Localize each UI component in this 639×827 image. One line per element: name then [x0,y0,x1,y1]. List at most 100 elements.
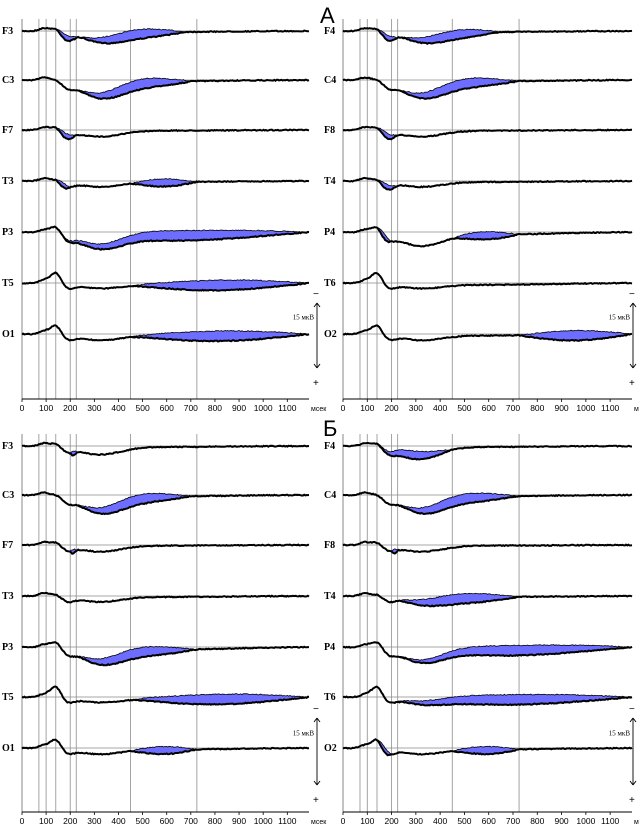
x-tick-label: 500 [457,816,471,826]
difference-shading [398,593,519,607]
difference-shading [377,180,396,190]
x-tick-label: 0 [20,816,25,826]
calibration-arrow-top [316,717,321,723]
x-tick-label: 900 [232,403,246,413]
x-tick-label: 700 [506,816,520,826]
calibration-arrow-top [632,302,637,308]
channel-label-P3: P3 [2,227,13,238]
x-tick-label: 400 [111,403,125,413]
trace-thick [21,591,310,604]
panel-label-A: А [320,3,335,28]
x-tick-label: 900 [232,816,246,826]
trace-thick [21,491,310,516]
calibration-arrow-top [629,717,634,723]
channel-label-F7: F7 [2,540,13,551]
trace-thick [21,738,310,756]
calibration-arrow-bottom [316,780,321,786]
difference-shading [398,644,632,664]
channel-label-T4: T4 [324,591,336,602]
difference-shading [56,228,310,250]
trace-thin [21,442,310,456]
trace-thin [21,226,310,245]
x-tick-label: 700 [506,403,520,413]
x-tick-label: 400 [433,403,447,413]
calibration-arrow-bottom [629,780,634,786]
difference-shading [402,29,501,44]
x-tick-label: 900 [554,816,568,826]
channel-label-F4: F4 [324,26,335,37]
x-tick-label: 300 [87,816,101,826]
channel-label-O1: O1 [2,743,15,754]
x-tick-label: 800 [530,403,544,413]
x-tick-label: 200 [63,816,77,826]
difference-shading [56,179,70,189]
calibration-label: 15 мкВ [609,730,631,738]
channel-label-T5: T5 [2,692,14,703]
x-tick-label: 1100 [278,816,297,826]
trace-thick [342,76,633,100]
x-tick-label: 100 [360,403,374,413]
calibration-arrow-bottom [629,363,634,369]
x-tick-label: 300 [409,816,423,826]
channel-label-C4: C4 [324,490,336,501]
channel-label-P3: P3 [2,642,13,653]
calibration-plus: + [629,378,635,389]
x-tick-label: 0 [20,403,25,413]
calibration-arrow-bottom [316,363,321,369]
x-tick-label: 1100 [601,403,620,413]
channel-label-T5: T5 [2,278,14,289]
trace-thick [343,442,632,461]
channel-label-C3: C3 [2,490,14,501]
trace-thick [21,125,310,141]
x-tick-label: 600 [482,816,496,826]
channel-label-O2: O2 [324,743,337,754]
calibration-minus: − [313,289,319,300]
trace-thick [342,226,633,248]
difference-shading [130,693,309,705]
channel-label-T3: T3 [2,176,14,187]
channel-label-T6: T6 [324,692,336,703]
difference-shading [130,279,309,291]
panel-label-B: Б [323,416,337,441]
x-tick-label: 600 [482,403,496,413]
channel-label-F3: F3 [2,441,13,452]
trace-thick [342,685,633,707]
trace-thick [21,225,310,251]
channel-label-O2: O2 [324,329,337,340]
calibration-arrow-bottom [632,363,637,369]
difference-shading [392,694,632,706]
trace-thick [21,540,310,555]
trace-thick [21,441,310,457]
calibration-minus: − [629,704,635,715]
difference-shading [80,28,186,44]
x-tick-label: 700 [184,403,198,413]
calibration-arrow-bottom [313,780,318,786]
x-tick-label: 100 [39,403,53,413]
trace-thick [342,176,633,191]
channel-label-P4: P4 [324,642,335,653]
trace-thick [21,176,310,191]
x-tick-label: 1100 [601,816,620,826]
trace-thick [342,540,633,555]
channel-label-T4: T4 [324,176,336,187]
x-tick-label: 1000 [576,403,595,413]
channel-label-O1: O1 [2,329,15,340]
x-tick-label: 1100 [278,403,297,413]
x-axis-unit: мсек [634,819,639,826]
x-tick-label: 900 [554,403,568,413]
channel-label-C4: C4 [324,75,336,86]
x-tick-label: 0 [341,403,346,413]
channel-label-F8: F8 [324,540,335,551]
calibration-arrow-top [313,717,318,723]
x-tick-label: 200 [63,403,77,413]
x-tick-label: 800 [208,403,222,413]
difference-shading [399,77,519,99]
x-axis-unit: мсек [634,406,639,413]
x-tick-label: 600 [160,816,174,826]
trace-thick [342,641,633,665]
calibration-arrow-top [316,302,321,308]
difference-shading [56,128,76,140]
calibration-plus: + [313,378,319,389]
x-tick-label: 1000 [254,403,273,413]
